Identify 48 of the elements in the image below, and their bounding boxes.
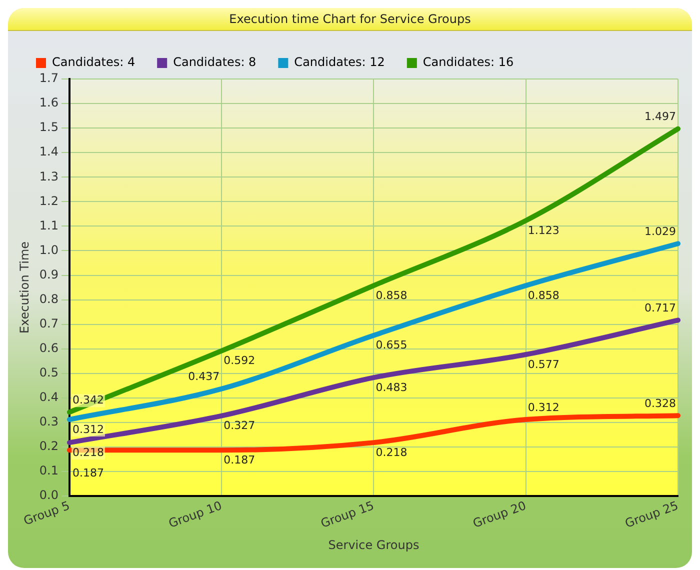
y-tick-label: 0.5 bbox=[39, 366, 58, 380]
y-tick-label: 1.3 bbox=[39, 169, 58, 184]
y-tick-label: 0.3 bbox=[39, 414, 58, 429]
data-label: 0.717 bbox=[644, 302, 676, 315]
legend-label: Candidates: 12 bbox=[294, 55, 385, 70]
x-tick-label: Group 15 bbox=[318, 498, 376, 531]
data-label: 0.858 bbox=[528, 288, 560, 302]
data-label: 1.029 bbox=[644, 224, 676, 238]
y-tick-label: 0.6 bbox=[39, 340, 58, 355]
data-label: 0.592 bbox=[224, 354, 256, 368]
x-tick-label: Group 20 bbox=[470, 498, 528, 531]
data-label: 0.342 bbox=[72, 394, 104, 407]
y-tick-label: 0.4 bbox=[39, 390, 58, 404]
y-tick-label: 1.6 bbox=[39, 96, 58, 110]
data-label: 0.483 bbox=[376, 380, 408, 394]
data-label: 0.328 bbox=[644, 396, 676, 410]
data-label: 0.312 bbox=[72, 422, 104, 436]
y-tick-label: 1.2 bbox=[39, 194, 58, 208]
x-tick-label: Group 25 bbox=[623, 498, 680, 531]
data-label: 0.858 bbox=[376, 288, 408, 302]
data-label: 1.497 bbox=[644, 110, 676, 124]
data-label: 0.327 bbox=[224, 419, 256, 432]
legend-label: Candidates: 16 bbox=[422, 55, 514, 70]
data-label: 0.655 bbox=[376, 338, 408, 352]
data-label: 0.218 bbox=[72, 446, 104, 459]
data-label: 0.187 bbox=[224, 454, 256, 467]
y-tick-label: 0.2 bbox=[39, 439, 58, 454]
data-label: 0.187 bbox=[72, 466, 104, 480]
y-tick-label: 1.7 bbox=[39, 71, 58, 86]
data-label: 0.437 bbox=[188, 370, 220, 384]
legend-label: Candidates: 8 bbox=[173, 55, 256, 70]
chart-title: Execution time Chart for Service Groups bbox=[8, 8, 692, 31]
y-tick-label: 1.5 bbox=[39, 120, 58, 134]
y-tick-label: 1.0 bbox=[39, 242, 58, 257]
data-label: 0.218 bbox=[376, 446, 408, 459]
x-tick-label: Group 10 bbox=[166, 498, 224, 531]
data-label: 1.123 bbox=[528, 224, 560, 237]
x-axis-title: Service Groups bbox=[328, 538, 420, 552]
y-axis-title: Execution Time bbox=[17, 241, 32, 334]
y-tick-label: 0.9 bbox=[39, 267, 58, 282]
y-tick-label: 1.1 bbox=[39, 218, 58, 232]
legend-label: Candidates: 4 bbox=[52, 55, 136, 70]
y-tick-label: 1.4 bbox=[39, 144, 58, 159]
data-label: 0.312 bbox=[528, 400, 560, 414]
y-tick-label: 0.1 bbox=[39, 464, 58, 478]
y-tick-label: 0.8 bbox=[39, 292, 58, 306]
y-tick-label: 0.7 bbox=[39, 316, 58, 330]
data-label: 0.577 bbox=[528, 358, 560, 371]
